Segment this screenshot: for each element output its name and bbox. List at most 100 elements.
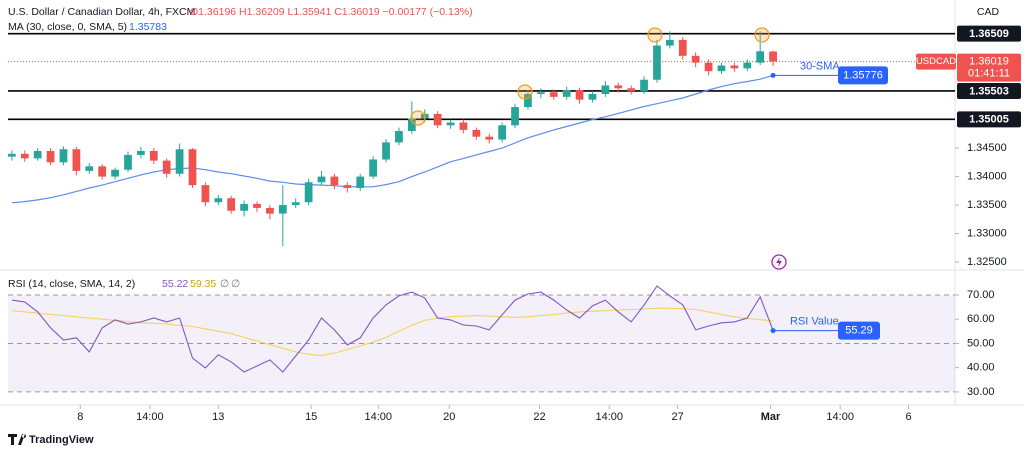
y-tick-label: 1.33500	[967, 199, 1007, 211]
lightning-icon[interactable]	[771, 254, 787, 270]
ma-tag	[838, 66, 888, 85]
rsi-legend-empty: ∅	[220, 278, 229, 290]
symbol-tag	[916, 53, 956, 70]
x-tick-label: 15	[305, 411, 317, 423]
y-tick-label: 50.00	[967, 337, 995, 349]
ma-line	[11, 74, 774, 204]
candle-body	[524, 93, 532, 108]
level-tag-label: 1.35503	[969, 85, 1009, 97]
candle-body	[511, 107, 519, 126]
candle-body	[717, 65, 726, 72]
symbol-tag-label: USDCAD	[916, 56, 956, 67]
candle-body	[162, 160, 171, 174]
candle-body	[691, 55, 700, 63]
x-tick-label: 6	[905, 411, 911, 423]
candle-body	[653, 45, 661, 80]
candle-body	[485, 136, 494, 140]
y-tick-label: 1.32500	[967, 256, 1007, 268]
marker-circle	[517, 84, 533, 100]
y-tick-label: 1.34000	[967, 170, 1007, 182]
brand-name: TradingView	[29, 434, 94, 446]
rsi-last-point	[770, 328, 776, 334]
level-tag-label: 1.36509	[969, 28, 1009, 40]
x-tick-label: 20	[443, 411, 455, 423]
rsi-legend: RSI (14, close, SMA, 14, 2)	[8, 278, 135, 290]
marker-circle	[647, 27, 663, 43]
y-tick-label: 60.00	[967, 313, 995, 325]
currency-label: CAD	[977, 6, 1000, 18]
highlight-markers	[410, 27, 770, 126]
candle-body	[317, 176, 326, 183]
candle-body	[253, 203, 261, 208]
level-tag-label: 1.35005	[969, 114, 1009, 126]
candle-body	[304, 182, 313, 203]
rsi-tag-label: 55.29	[845, 325, 873, 337]
countdown-label: 01:41:11	[968, 67, 1010, 79]
candle-body	[446, 122, 455, 126]
candle-body	[98, 166, 107, 177]
x-tick-label: 8	[77, 411, 83, 423]
x-tick-label: 14:00	[595, 411, 623, 423]
candle-body	[330, 176, 339, 186]
candle-body	[214, 198, 223, 203]
candle-body	[562, 90, 571, 97]
candle-body	[730, 65, 739, 69]
candle-body	[278, 205, 287, 214]
candle-body	[382, 142, 390, 160]
price-tag-label: 1.36019	[969, 55, 1009, 67]
candle-body	[291, 202, 300, 206]
candle-body	[240, 203, 248, 211]
marker-circle	[410, 110, 426, 126]
x-tick-label: 14:00	[136, 411, 164, 423]
candle-body	[266, 207, 274, 214]
candle-body	[756, 51, 765, 63]
candle-body	[665, 39, 674, 46]
rsi-ma-legend-value: 59.35	[190, 278, 216, 290]
price-tag	[957, 53, 1021, 82]
candle-body	[395, 131, 403, 143]
rsi-tag	[838, 321, 880, 340]
candle-body	[72, 149, 81, 171]
candle-body	[33, 150, 42, 159]
candle-body	[137, 150, 145, 155]
symbol-title: U.S. Dollar / Canadian Dollar, 4h, FXCM	[8, 6, 195, 18]
marker-circle	[754, 27, 770, 43]
candle-body	[575, 90, 584, 100]
ma-legend: MA (30, close, 0, SMA, 5)	[8, 21, 127, 33]
candle-body	[356, 176, 365, 188]
candle-body	[20, 153, 29, 159]
brand-logo	[8, 434, 27, 445]
candle-body	[472, 129, 481, 137]
candle-body	[459, 122, 468, 130]
candle-body	[111, 169, 119, 177]
x-tick-label: 27	[671, 411, 683, 423]
x-tick-label: 14:00	[826, 411, 854, 423]
plot-layer: 1.32500 1.33000 1.33500 1.34000 1.34500 1.365…	[8, 25, 1021, 423]
candle-body	[588, 93, 597, 100]
rsi-line	[11, 285, 774, 373]
x-tick-label: 22	[533, 411, 545, 423]
y-tick-label: 70.00	[967, 289, 995, 301]
candle-body	[407, 118, 416, 132]
ma-last-point	[770, 72, 776, 78]
rsi-legend-value: 55.22	[162, 278, 188, 290]
candle-body	[601, 85, 610, 94]
candle-body	[149, 150, 158, 161]
candle-body	[201, 185, 210, 203]
candle-body	[704, 62, 713, 72]
candle-body	[498, 125, 507, 140]
y-tick-label: 1.34500	[967, 142, 1007, 154]
level-tag	[957, 82, 1021, 99]
candle-body	[614, 85, 623, 89]
candle-body	[175, 149, 184, 174]
x-tick-label: 13	[212, 411, 224, 423]
ma-legend-value: 1.35783	[129, 21, 167, 33]
candle-body	[46, 150, 55, 163]
candle-body	[627, 88, 636, 92]
ma-tag-label: 1.35776	[843, 69, 883, 81]
candle-body	[678, 39, 687, 56]
ohlc-legend: O1.36196 H1.36209 L1.35941 C1.36019 −0.0…	[190, 6, 473, 18]
candle-body	[8, 153, 16, 157]
candle-body	[343, 185, 352, 188]
